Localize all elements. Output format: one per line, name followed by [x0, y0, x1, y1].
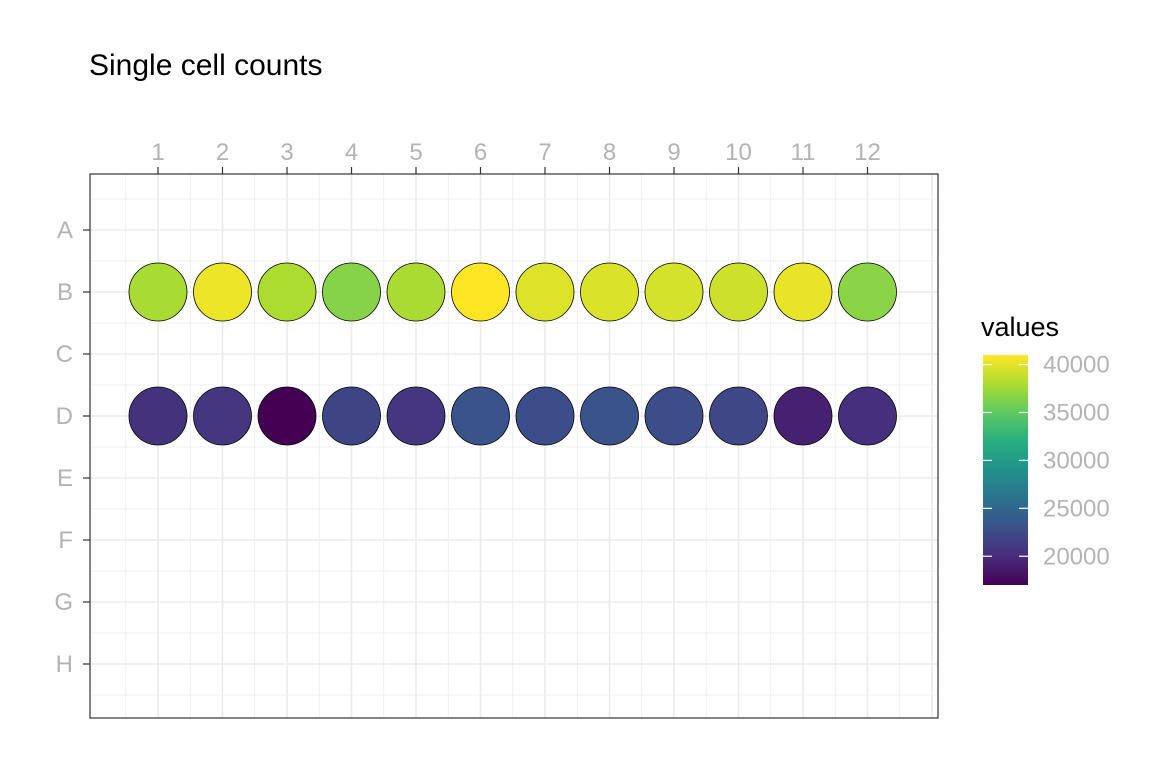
legend-tick-label: 35000	[1043, 400, 1110, 427]
x-tick-label: 1	[151, 139, 164, 166]
well-points	[128, 262, 897, 446]
y-tick-label: A	[57, 217, 73, 244]
chart-title: Single cell counts	[89, 49, 322, 82]
y-tick-label: C	[56, 341, 73, 368]
well-point	[128, 386, 188, 446]
y-tick-label: G	[54, 589, 73, 616]
grid-lines	[90, 174, 938, 718]
x-tick-label: 6	[474, 139, 487, 166]
legend-colorbar	[983, 355, 1028, 585]
well-point	[515, 386, 575, 446]
x-tick-label: 8	[603, 139, 616, 166]
well-point	[709, 262, 768, 322]
x-tick-label: 12	[854, 139, 881, 166]
legend-tick-label: 20000	[1043, 543, 1110, 570]
y-tick-label: F	[58, 527, 73, 554]
y-tick-label: H	[56, 651, 73, 678]
well-point	[709, 386, 768, 446]
well-point	[580, 262, 639, 322]
well-point	[386, 262, 446, 322]
color-legend: values 20000 25000 30000 35000 40000	[981, 312, 1110, 585]
well-point	[257, 262, 317, 322]
well-point	[193, 262, 252, 322]
legend-tick-label: 30000	[1043, 447, 1110, 474]
well-point	[322, 386, 381, 446]
well-point	[386, 386, 446, 446]
well-point	[451, 262, 510, 322]
x-tick-label: 9	[667, 139, 680, 166]
well-point	[773, 386, 833, 446]
well-point	[644, 386, 704, 446]
x-tick-label: 10	[725, 139, 752, 166]
well-point	[322, 262, 381, 322]
x-tick-label: 4	[345, 139, 358, 166]
well-point	[128, 262, 188, 322]
legend-title: values	[981, 312, 1059, 342]
well-point	[193, 386, 252, 446]
well-point	[838, 262, 897, 322]
legend-ticks: 20000 25000 30000 35000 40000	[983, 352, 1110, 570]
x-tick-label: 5	[409, 139, 422, 166]
well-point	[773, 262, 833, 322]
plot-panel-border	[89, 173, 939, 719]
x-axis: 1 2 3 4 5 6 7 8 9 10 11 12	[151, 139, 881, 174]
x-tick-label: 2	[216, 139, 229, 166]
y-tick-label: B	[57, 279, 73, 306]
well-point	[580, 386, 639, 446]
x-tick-label: 7	[538, 139, 551, 166]
x-tick-label: 11	[791, 139, 816, 166]
legend-tick-label: 40000	[1043, 352, 1110, 379]
y-tick-label: D	[56, 403, 73, 430]
y-axis: A B C D E F G H	[54, 217, 90, 678]
well-point	[644, 262, 704, 322]
y-tick-label: E	[57, 465, 73, 492]
well-point	[257, 386, 317, 446]
legend-tick-label: 25000	[1043, 495, 1110, 522]
well-point	[451, 386, 510, 446]
x-tick-label: 3	[280, 139, 293, 166]
well-point	[838, 386, 897, 446]
well-point	[515, 262, 575, 322]
